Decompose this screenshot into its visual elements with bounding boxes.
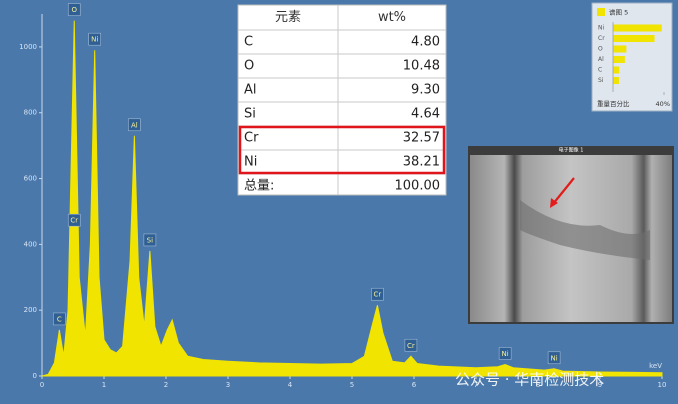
category-label: Si — [598, 77, 604, 84]
micrograph-region — [520, 200, 650, 260]
peak-label: Ni — [502, 350, 509, 358]
bar — [613, 56, 625, 63]
peak-label-box — [371, 287, 384, 301]
peak-label: Si — [147, 236, 153, 244]
cell: 38.21 — [403, 155, 440, 170]
category-label: O — [598, 46, 603, 53]
watermark: 公众号 · 华南检测技术 — [455, 371, 604, 389]
cell: 10.48 — [403, 59, 440, 74]
cell: 4.64 — [411, 107, 440, 122]
legend-swatch — [597, 8, 605, 16]
x-tick-label: 2 — [164, 381, 168, 389]
bar — [613, 24, 662, 32]
peak-label: Cr — [374, 291, 382, 299]
peak-label: Al — [131, 121, 138, 129]
header-cell: wt% — [378, 10, 406, 25]
cell: C — [244, 35, 253, 50]
y-tick-label: 800 — [24, 109, 37, 117]
peak-label-box — [128, 118, 141, 132]
cell: Si — [244, 107, 256, 122]
x-tick-label: 0 — [40, 381, 44, 389]
peak-label: Ni — [551, 354, 558, 362]
x-axis-label: 重量百分比 — [597, 99, 630, 108]
cell: Ni — [244, 155, 257, 170]
peak-label-box — [498, 347, 512, 360]
y-tick-label: 400 — [24, 240, 37, 248]
category-label: Ni — [598, 25, 604, 32]
x-tick-label: 7 — [474, 381, 478, 389]
x-tick-label: 40% — [656, 100, 670, 108]
peak-label-box — [404, 338, 418, 352]
cell: 4.80 — [411, 35, 440, 50]
bar — [613, 66, 620, 74]
cell: Al — [244, 83, 257, 98]
peak-label-box — [88, 32, 101, 46]
peak-label: O — [71, 6, 77, 14]
peak-label: Cr — [407, 342, 415, 350]
x-tick-label: 5 — [350, 381, 354, 389]
peak-label: C — [57, 315, 62, 323]
cell: Cr — [244, 131, 259, 146]
y-tick-label: 600 — [24, 175, 37, 183]
table-bg — [237, 4, 447, 196]
inset-panel — [591, 2, 673, 112]
peak-label: Cr — [70, 217, 78, 225]
image-title: 电子图像 1 — [559, 147, 584, 154]
category-label: C — [598, 67, 602, 74]
cell: 32.57 — [403, 131, 440, 146]
cell: 9.30 — [411, 83, 440, 98]
legend-label: 谱图 5 — [609, 8, 628, 17]
arrow-head — [550, 198, 558, 208]
header-cell: 元素 — [275, 10, 301, 25]
category-label: Cr — [598, 35, 605, 42]
bar — [613, 77, 619, 84]
cell: 总量: — [244, 179, 274, 194]
peak-label: Ni — [91, 36, 98, 44]
bar — [613, 45, 627, 53]
peak-label-box — [143, 233, 157, 247]
x-tick-label: 8 — [536, 381, 540, 389]
bar — [613, 35, 655, 42]
x-axis-label: keV — [649, 362, 662, 370]
category-label: Al — [598, 56, 604, 63]
highlight-box — [238, 125, 446, 175]
x-tick-label: 9 — [598, 381, 602, 389]
x-tick-label: 3 — [226, 381, 230, 389]
x-tick-label: 1 — [102, 381, 106, 389]
peak-label-box — [53, 312, 66, 326]
cell: O — [244, 59, 254, 74]
x-tick-label: 4 — [288, 381, 293, 389]
spectrum-area — [41, 20, 663, 377]
arrow — [552, 177, 575, 205]
peak-label-box — [67, 213, 81, 227]
y-tick-label: 200 — [24, 306, 37, 314]
y-tick-label: 1000 — [19, 43, 37, 51]
table: 元素 wt% C 4.80 O 10.48 Al 9.30 Si 4.64 Cr 32.57 Ni 38.… — [237, 4, 447, 196]
cell: 100.00 — [395, 179, 441, 194]
y-tick-label: 0 — [33, 372, 37, 380]
x-tick-label: 10 — [658, 381, 667, 389]
sem-image: 电子图像 1 — [468, 146, 674, 324]
x-tick-label: 6 — [412, 381, 417, 389]
peak-label-box — [547, 351, 561, 365]
peak-label-box — [67, 3, 81, 16]
